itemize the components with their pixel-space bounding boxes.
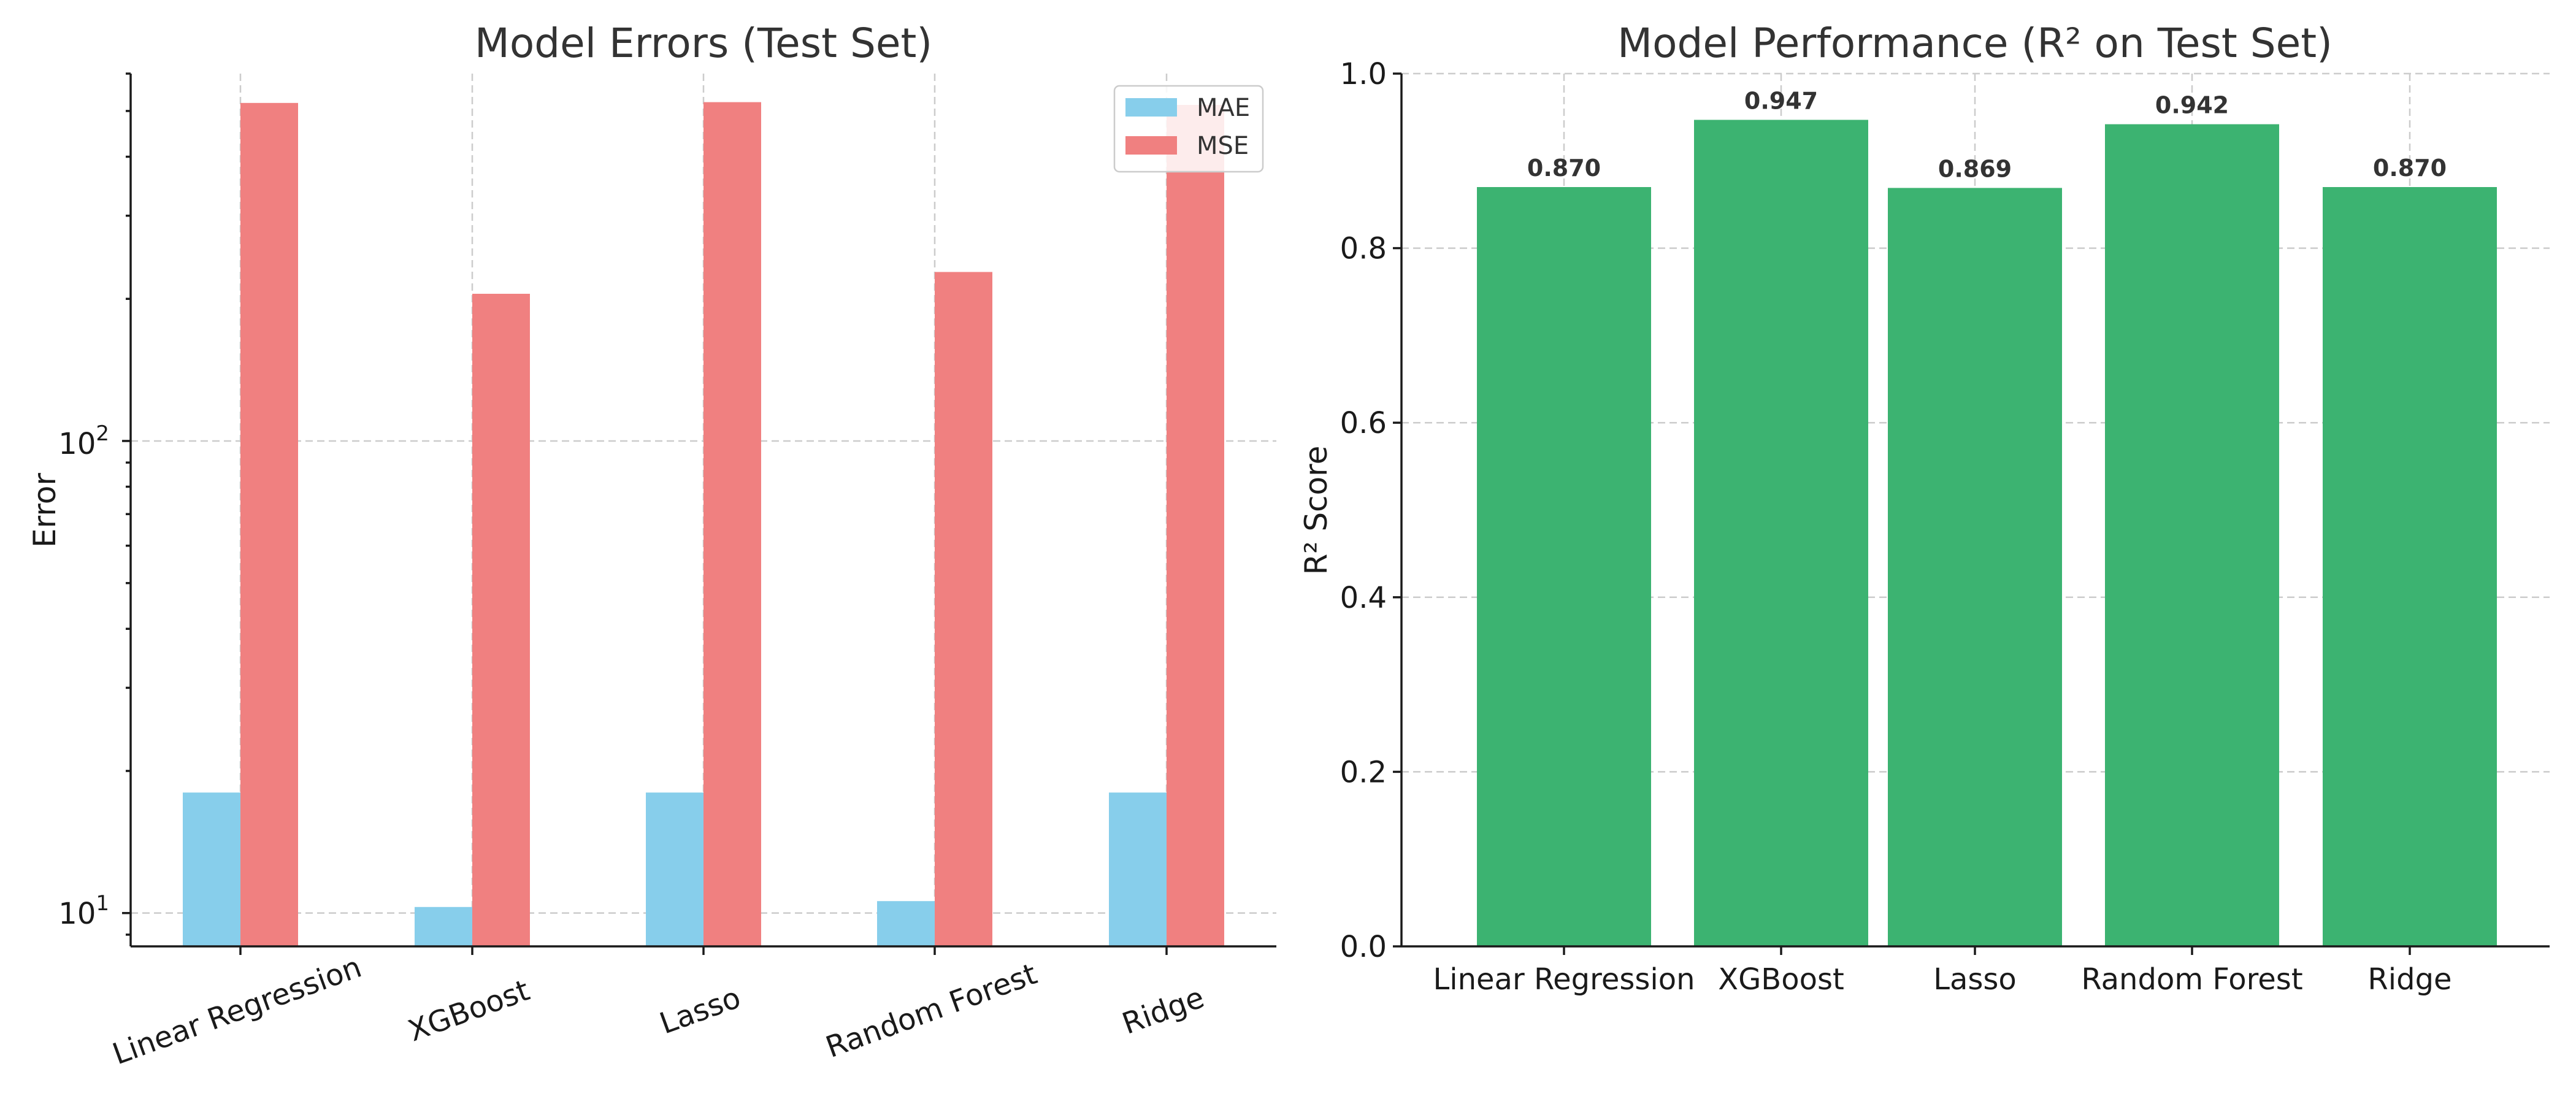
bar-mse-xgboost	[472, 293, 530, 946]
bar-mse-random-forest	[935, 272, 992, 947]
errors-chart-y-label: Error	[27, 473, 63, 548]
bar-mae-ridge	[1109, 792, 1167, 946]
r2-bar-ridge	[2323, 186, 2497, 946]
r2-y-tick-label-0-6: 0.6	[1340, 406, 1387, 440]
r2-chart: Model Performance (R² on Test Set) 0.870…	[1298, 20, 2550, 997]
r2-x-tick-label-lasso: Lasso	[1933, 962, 2017, 997]
r2-chart-data-labels: 0.870 0.947 0.869 0.942 0.870	[1527, 87, 2447, 182]
legend-label-mse: MSE	[1197, 132, 1249, 160]
errors-chart-x-ticks: Linear Regression XGBoost Lasso Random Fore…	[108, 946, 1209, 1072]
bar-mae-linear-regression	[183, 792, 240, 946]
errors-chart-title: Model Errors (Test Set)	[475, 20, 932, 67]
r2-y-tick-label-0-0: 0.0	[1340, 930, 1387, 964]
r2-bar-xgboost	[1694, 120, 1868, 947]
errors-x-tick-label-xgboost: XGBoost	[404, 973, 534, 1048]
bar-mae-xgboost	[415, 907, 472, 946]
r2-y-tick-label-0-8: 0.8	[1340, 232, 1387, 266]
r2-x-tick-label-ridge: Ridge	[2367, 962, 2451, 997]
r2-x-tick-label-linear-regression: Linear Regression	[1433, 962, 1695, 997]
errors-chart: Model Errors (Test Set) 101 102 Linear R…	[27, 20, 1276, 1071]
errors-y-tick-label-100: 102	[58, 421, 109, 461]
r2-data-label-lasso: 0.869	[1938, 155, 2012, 182]
errors-y-tick-label-10: 101	[58, 891, 109, 931]
errors-x-tick-label-ridge: Ridge	[1118, 980, 1209, 1041]
errors-x-tick-label-random-forest: Random Forest	[821, 957, 1041, 1065]
r2-x-tick-label-xgboost: XGBoost	[1718, 962, 1844, 997]
r2-bar-random-forest	[2105, 124, 2279, 947]
errors-chart-y-ticks: 101 102	[58, 72, 131, 936]
r2-chart-x-ticks: Linear Regression XGBoost Lasso Random Fore…	[1433, 946, 2452, 997]
r2-chart-y-ticks: 0.0 0.2 0.4 0.6 0.8 1.0	[1340, 57, 1401, 964]
legend-swatch-mse	[1125, 136, 1177, 155]
r2-chart-bars	[1477, 120, 2497, 947]
errors-x-tick-label-lasso: Lasso	[655, 980, 745, 1041]
bar-mse-linear-regression	[240, 102, 298, 946]
legend-swatch-mae	[1125, 98, 1177, 117]
legend-label-mae: MAE	[1197, 94, 1250, 122]
r2-data-label-ridge: 0.870	[2373, 155, 2447, 182]
r2-y-tick-label-0-2: 0.2	[1340, 755, 1387, 789]
errors-chart-bars	[183, 102, 1224, 947]
r2-data-label-linear-regression: 0.870	[1527, 155, 1601, 182]
errors-chart-legend: MAE MSE	[1113, 85, 1264, 173]
r2-bar-lasso	[1888, 188, 2062, 947]
r2-y-tick-label-1-0: 1.0	[1340, 57, 1387, 91]
bar-mse-lasso	[703, 102, 761, 947]
r2-chart-y-label: R² Score	[1298, 446, 1334, 575]
r2-data-label-xgboost: 0.947	[1744, 87, 1818, 114]
bar-mae-random-forest	[877, 901, 935, 946]
r2-bar-linear-regression	[1477, 186, 1651, 946]
errors-x-tick-label-linear-regression: Linear Regression	[108, 950, 366, 1072]
bar-mse-ridge	[1167, 105, 1224, 946]
r2-x-tick-label-random-forest: Random Forest	[2081, 962, 2302, 997]
r2-chart-title: Model Performance (R² on Test Set)	[1617, 20, 2333, 67]
r2-y-tick-label-0-4: 0.4	[1340, 581, 1387, 615]
r2-data-label-random-forest: 0.942	[2155, 92, 2229, 119]
bar-mae-lasso	[646, 792, 703, 946]
